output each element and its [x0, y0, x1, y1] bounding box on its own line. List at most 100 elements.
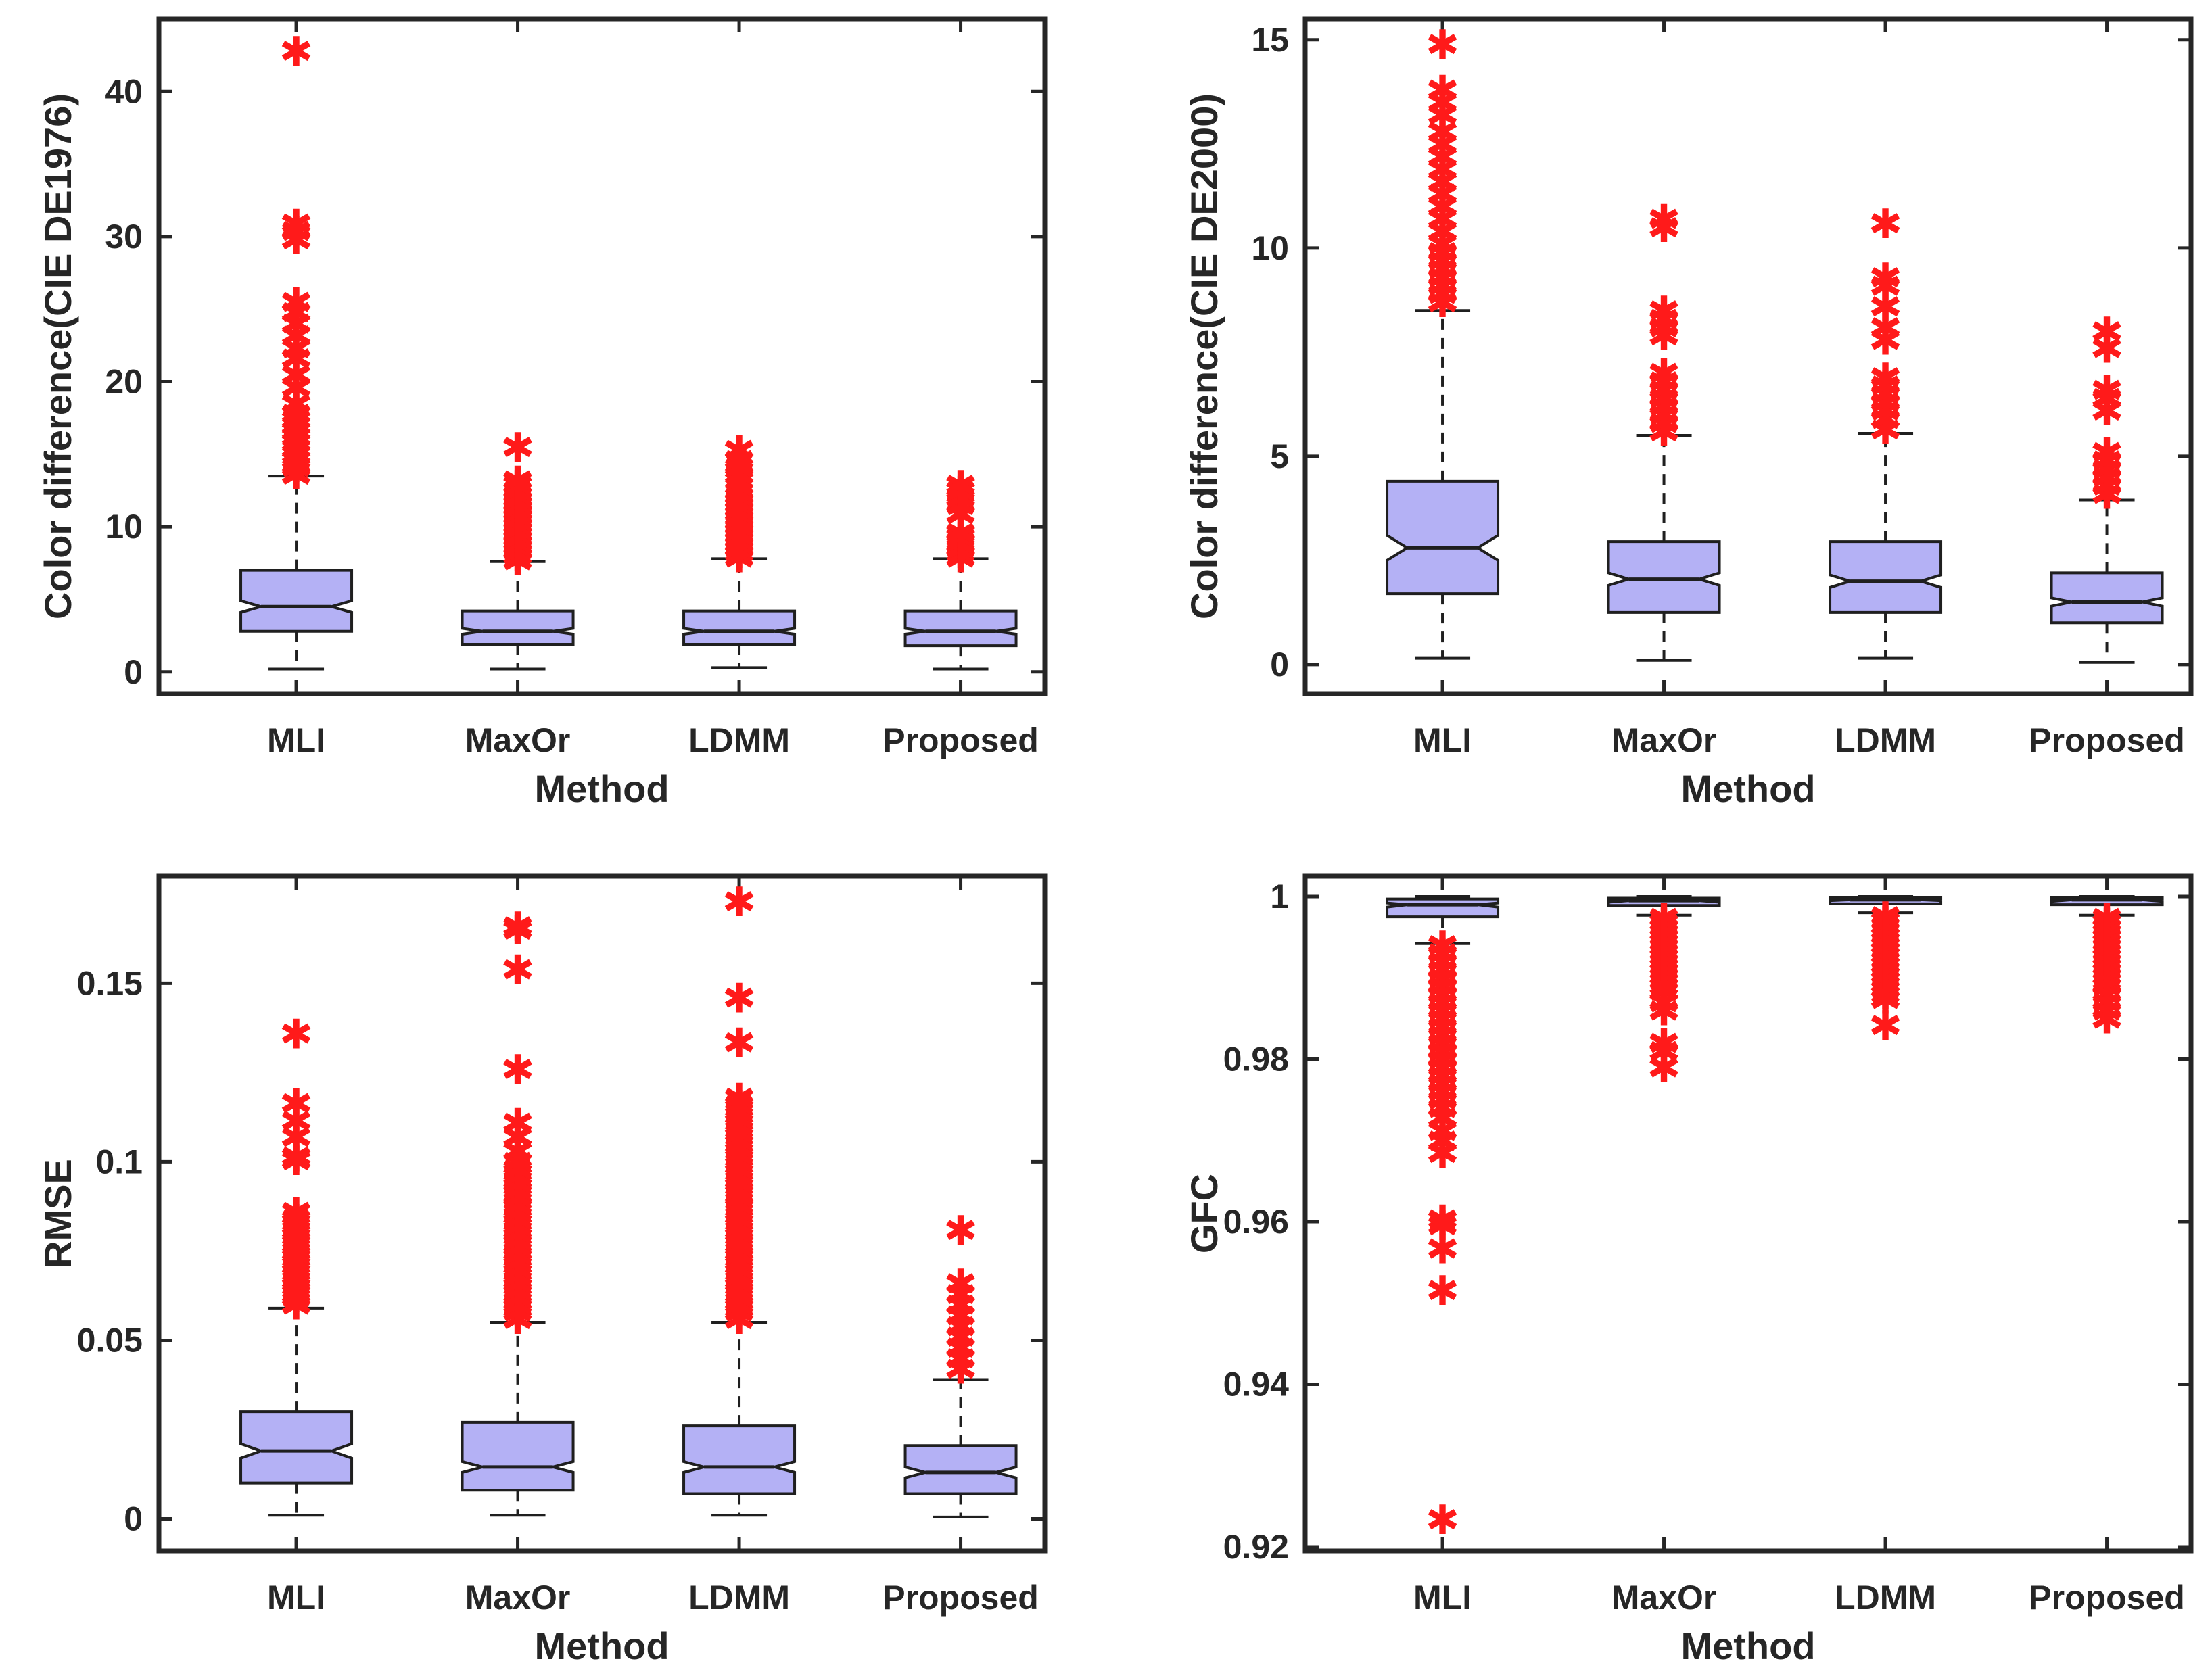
- y-axis-label: Color difference(CIE DE2000): [1183, 93, 1225, 619]
- notched-box: [1829, 540, 1943, 614]
- outlier-marker: ✱: [279, 1268, 313, 1316]
- outlier-marker: ✱: [722, 1097, 756, 1144]
- outlier-marker: ✱: [943, 510, 977, 558]
- x-category-label: LDMM: [688, 1579, 790, 1617]
- outlier-marker: ✱: [279, 397, 313, 444]
- y-axis-label: RMSE: [37, 1159, 79, 1268]
- outlier-marker: ✱: [500, 494, 534, 542]
- outlier-marker: ✱: [279, 1211, 313, 1258]
- outlier-marker: ✱: [279, 1275, 313, 1322]
- outlier-marker: ✱: [500, 521, 534, 568]
- outlier-marker: ✱: [1868, 962, 1902, 1009]
- x-category-label: Proposed: [2029, 1579, 2185, 1617]
- outlier-marker: ✱: [1426, 122, 1459, 169]
- outlier-marker: ✱: [1426, 996, 1459, 1043]
- outlier-marker: ✱: [722, 483, 756, 530]
- box-maxor: ✱✱✱✱✱✱✱✱✱✱✱✱✱✱: [1607, 197, 1721, 662]
- outlier-marker: ✱: [1426, 1045, 1459, 1093]
- outlier-marker: ✱: [1426, 947, 1459, 995]
- outlier-marker: ✱: [500, 1197, 534, 1244]
- outlier-marker: ✱: [279, 280, 313, 327]
- outlier-marker: ✱: [1426, 923, 1459, 970]
- outlier-marker: ✱: [500, 1100, 534, 1147]
- notched-box: [903, 1444, 1018, 1495]
- outlier-marker: ✱: [1426, 931, 1459, 978]
- outlier-marker: ✱: [500, 490, 534, 537]
- notched-box: [239, 1410, 354, 1485]
- outlier-marker: ✱: [279, 1080, 313, 1128]
- y-tick-label: 15: [1251, 21, 1289, 59]
- outlier-marker: ✱: [279, 1114, 313, 1162]
- outlier-marker: ✱: [2090, 996, 2123, 1043]
- outlier-marker: ✱: [722, 479, 756, 526]
- outlier-marker: ✱: [943, 483, 977, 530]
- outlier-marker: ✱: [722, 1268, 756, 1316]
- outlier-marker: ✱: [1426, 955, 1459, 1003]
- outlier-marker: ✱: [2090, 388, 2123, 435]
- outlier-marker: ✱: [500, 538, 534, 585]
- outlier-marker: ✱: [1426, 22, 1459, 69]
- outlier-marker: ✱: [1426, 247, 1459, 294]
- outlier-marker: ✱: [722, 1168, 756, 1216]
- outlier-marker: ✱: [722, 531, 756, 578]
- outlier-marker: ✱: [943, 1314, 977, 1362]
- y-tick-label: 5: [1270, 437, 1289, 475]
- outlier-marker: ✱: [279, 365, 313, 412]
- outlier-marker: ✱: [1647, 980, 1680, 1027]
- outlier-marker: ✱: [943, 526, 977, 573]
- outlier-marker: ✱: [1647, 205, 1680, 252]
- outlier-marker: ✱: [1868, 263, 1902, 310]
- box-mli: ✱✱✱✱✱✱✱✱✱✱✱✱✱✱✱✱✱✱✱✱✱: [1386, 22, 1500, 660]
- outlier-marker: ✱: [500, 1189, 534, 1237]
- outlier-marker: ✱: [1647, 969, 1680, 1016]
- outlier-marker: ✱: [1868, 942, 1902, 990]
- outlier-marker: ✱: [722, 1189, 756, 1237]
- x-category-label: MLI: [1413, 721, 1472, 759]
- x-category-label: LDMM: [1835, 1579, 1936, 1617]
- outlier-marker: ✱: [722, 1283, 756, 1330]
- outlier-marker: ✱: [1868, 355, 1902, 402]
- outlier-marker: ✱: [2090, 471, 2123, 519]
- outlier-marker: ✱: [1868, 928, 1902, 975]
- outlier-marker: ✱: [500, 1218, 534, 1266]
- outlier-marker: ✱: [2090, 934, 2123, 982]
- outlier-marker: ✱: [1647, 351, 1680, 398]
- outlier-marker: ✱: [279, 1197, 313, 1244]
- outlier-marker: ✱: [722, 1132, 756, 1180]
- outlier-marker: ✱: [722, 1075, 756, 1122]
- outlier-marker: ✱: [1647, 313, 1680, 360]
- outlier-marker: ✱: [500, 1129, 534, 1176]
- outlier-marker: ✱: [1647, 925, 1680, 972]
- outlier-marker: ✱: [500, 473, 534, 520]
- outlier-marker: ✱: [279, 452, 313, 500]
- x-category-label: MaxOr: [1611, 1579, 1717, 1617]
- outlier-marker: ✱: [1647, 376, 1680, 423]
- outlier-marker: ✱: [943, 1336, 977, 1383]
- outlier-marker: ✱: [1647, 384, 1680, 431]
- x-category-label: LDMM: [688, 721, 790, 759]
- outlier-marker: ✱: [1647, 930, 1680, 977]
- outlier-marker: ✱: [500, 516, 534, 563]
- outlier-marker: ✱: [1426, 972, 1459, 1019]
- box-mli: ✱✱✱✱✱✱✱✱✱✱✱✱✱✱✱✱✱✱✱✱✱✱✱✱: [239, 28, 354, 671]
- outlier-marker: ✱: [500, 507, 534, 554]
- outlier-marker: ✱: [1868, 952, 1902, 999]
- outlier-marker: ✱: [722, 470, 756, 517]
- outlier-marker: ✱: [722, 517, 756, 565]
- outlier-marker: ✱: [1426, 1020, 1459, 1068]
- outlier-marker: ✱: [1647, 367, 1680, 414]
- outlier-marker: ✱: [1426, 134, 1459, 181]
- outlier-marker: ✱: [2090, 949, 2123, 997]
- outlier-marker: ✱: [279, 336, 313, 383]
- outlier-marker: ✱: [279, 1189, 313, 1237]
- outlier-marker: ✱: [1426, 93, 1459, 140]
- outlier-marker: ✱: [279, 1134, 313, 1182]
- outlier-marker: ✱: [500, 1268, 534, 1316]
- outlier-marker: ✱: [2090, 939, 2123, 986]
- outlier-marker: ✱: [279, 1239, 313, 1287]
- outlier-marker: ✱: [943, 1293, 977, 1340]
- outlier-marker: ✱: [1426, 172, 1459, 219]
- outlier-marker: ✱: [722, 496, 756, 543]
- outlier-marker: ✱: [1426, 1086, 1459, 1133]
